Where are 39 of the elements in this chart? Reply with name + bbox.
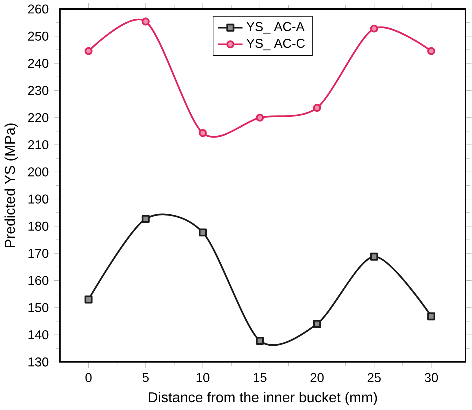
y-tick-label: 240 [28,58,49,68]
y-tick-label: 140 [28,330,49,340]
x-tick-label: 5 [142,373,149,382]
x-tick-label: 10 [196,373,210,382]
x-tick-label: 0 [86,373,92,382]
point [84,47,93,56]
y-tick-label: 260 [28,4,49,14]
y-tick-label: 230 [28,86,49,96]
x-tick-label: 20 [310,373,324,382]
point [428,47,436,56]
y-tick-label: 200 [28,168,49,177]
point [313,320,322,328]
point [370,252,378,261]
point [199,129,208,138]
point [428,312,436,321]
legend-label: YS_ AC-A [246,22,305,34]
point [142,18,150,26]
y-tick-label: 180 [28,222,49,231]
point [256,114,264,122]
point [313,104,322,112]
y-tick-label: 250 [28,32,49,41]
y-tick-label: 170 [28,249,49,258]
point [256,336,264,345]
y-tick-label: 190 [28,194,49,204]
y-tick-label: 210 [28,140,49,150]
y-tick-label: 150 [28,303,49,312]
x-tick-label: 30 [424,373,438,382]
x-tick-label: 15 [254,373,267,382]
y-axis-title: Predicted YS (MPa) [4,124,18,248]
point [142,215,150,224]
point [370,24,378,33]
x-tick-label: 25 [368,373,381,382]
x-axis-title: Distance from the inner bucket (mm) [149,392,378,406]
y-tick-label: 220 [28,113,49,122]
point [84,296,93,304]
y-tick-label: 160 [28,276,49,286]
y-tick-label: 130 [28,358,49,367]
point [199,228,208,237]
legend-label: YS_ AC-C [246,39,306,50]
